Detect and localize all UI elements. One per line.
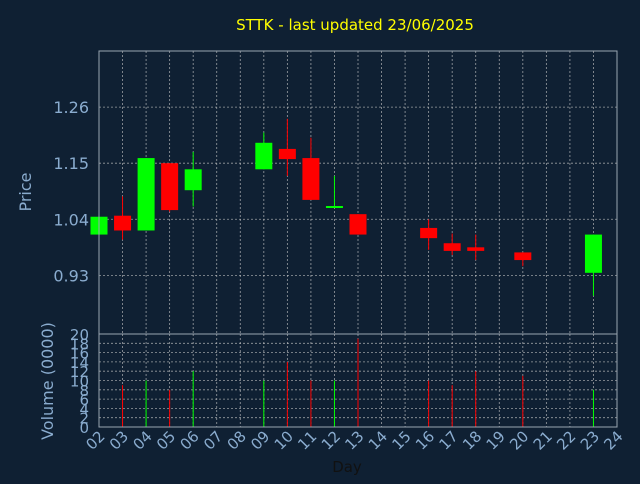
x-tick-label: 05 [153, 427, 179, 453]
volume-tick-label: 20 [70, 326, 89, 344]
volume-tick-label: 16 [70, 345, 89, 363]
candle-body [349, 214, 367, 235]
x-tick-label: 21 [530, 427, 556, 453]
price-tick-label: 1.26 [53, 98, 89, 117]
volume-bars [122, 338, 594, 427]
x-tick-label: 04 [129, 427, 155, 453]
candle-body [420, 227, 438, 239]
x-tick-label: 06 [177, 427, 203, 453]
candle-body [467, 247, 485, 251]
candle-body [302, 158, 320, 200]
x-tick-label: 20 [506, 427, 532, 453]
candle-body [514, 252, 532, 261]
volume-tick-label: 4 [79, 400, 89, 418]
x-tick-label: 07 [200, 427, 226, 453]
volume-tick-label: 12 [70, 363, 89, 381]
volume-tick-label: 8 [79, 382, 89, 400]
x-tick-label: 17 [436, 427, 462, 453]
x-tick-label: 18 [459, 427, 485, 453]
candle-body [137, 158, 155, 231]
x-tick-label: 16 [412, 427, 438, 453]
candle-body [278, 148, 296, 160]
candle-body [161, 163, 179, 211]
price-axis-label: Price [16, 172, 35, 211]
volume-tick-label: 2 [79, 410, 89, 428]
volume-panel-frame [98, 333, 618, 428]
x-tick-label: 13 [341, 427, 367, 453]
candle-body [184, 169, 202, 191]
price-tick-labels: 0.93 1.04 1.15 1.26 [53, 98, 89, 285]
x-tick-label: 23 [577, 427, 603, 453]
panel-frames [98, 50, 618, 428]
x-tick-labels: 0203040506070809101112131415161718192021… [82, 427, 626, 453]
x-axis-label: Day [332, 458, 362, 476]
candles [90, 118, 602, 296]
price-tick-label: 1.15 [53, 154, 89, 173]
x-tick-label: 09 [247, 427, 273, 453]
volume-tick-label: 6 [79, 391, 89, 409]
volume-tick-label: 0 [79, 419, 89, 437]
volume-tick-label: 14 [70, 354, 89, 372]
x-tick-label: 15 [388, 427, 414, 453]
x-tick-label: 14 [365, 427, 391, 453]
x-tick-label: 11 [294, 427, 320, 453]
volume-tick-label: 18 [70, 335, 89, 353]
candle-body [114, 215, 132, 231]
volume-tick-label: 10 [70, 373, 89, 391]
candle-body [325, 206, 343, 209]
x-tick-label: 24 [600, 427, 626, 453]
x-tick-label: 10 [271, 427, 297, 453]
candle-body [584, 234, 602, 273]
x-tick-label: 03 [106, 427, 132, 453]
candle-body [443, 243, 461, 251]
candle-body [255, 142, 273, 170]
x-tick-label: 08 [224, 427, 250, 453]
x-tick-label: 19 [483, 427, 509, 453]
volume-axis-label: Volume (0000) [38, 322, 57, 440]
x-tick-label: 12 [318, 427, 344, 453]
price-tick-label: 1.04 [53, 210, 89, 229]
chart-title: STTK - last updated 23/06/2025 [236, 16, 474, 34]
price-tick-label: 0.93 [53, 266, 89, 285]
x-tick-label: 22 [553, 427, 579, 453]
